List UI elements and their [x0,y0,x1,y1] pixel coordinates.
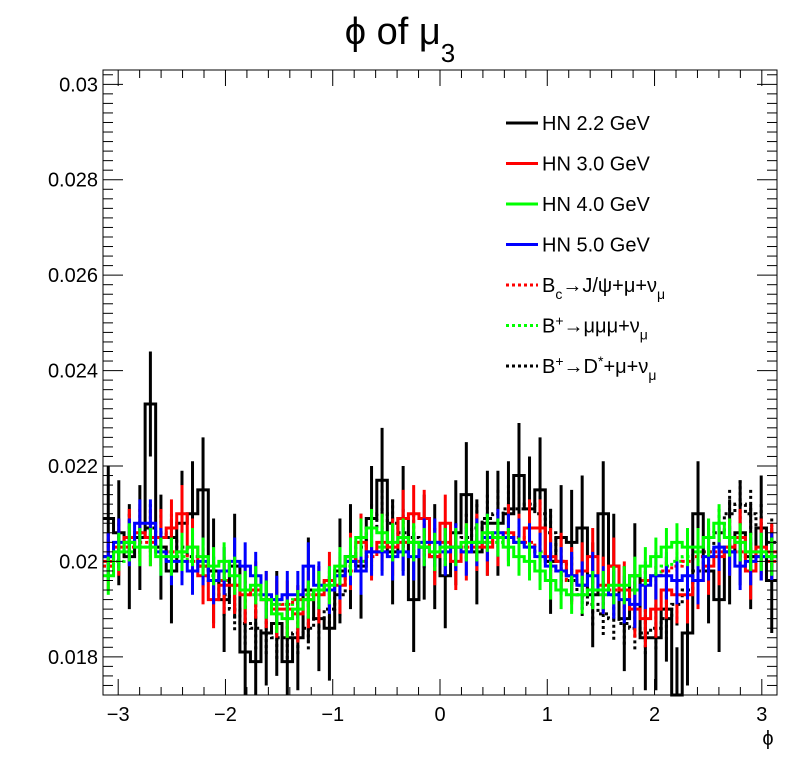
x-tick-label: −3 [107,704,130,726]
x-tick-label: 0 [434,704,445,726]
y-tick-label: 0.018 [48,647,98,669]
series-step-line [103,521,777,606]
y-tick-label: 0.022 [48,456,98,478]
x-axis-title: ϕ [762,728,773,750]
legend-entry: B+→μμμ+νμ [506,313,648,343]
legend-label: HN 3.0 GeV [542,154,650,176]
legend-entry: HN 2.2 GeV [506,113,650,135]
x-tick-label: 1 [542,704,553,726]
x-tick-label: −2 [214,704,237,726]
legend-label: HN 5.0 GeV [542,235,650,257]
legend-label: B+→D*+μ+νμ [542,353,656,383]
legend-label: HN 4.0 GeV [542,194,650,216]
legend-entry: HN 3.0 GeV [506,154,650,176]
chart-title-subscript: 3 [441,38,455,68]
axis-ticks: −3 −2 −1 0 1 2 3 0.018 0.02 0.022 0.024 0.026 0.028 0… [48,70,777,726]
legend-label: B+→μμμ+νμ [542,313,648,343]
series-step-line [103,512,777,621]
legend-entry: HN 4.0 GeV [506,194,650,216]
legend-entry: Bc→J/ψ+μ+νμ [506,275,665,302]
y-tick-label: 0.024 [48,361,98,383]
x-tick-label: −1 [321,704,344,726]
legend: HN 2.2 GeV HN 3.0 GeV HN 4.0 GeV HN 5.0 GeV… [506,113,665,383]
chart-title-main: ϕ of μ [345,11,441,53]
series-step-line [103,521,777,621]
x-tick-label: 2 [649,704,660,726]
legend-label: HN 2.2 GeV [542,113,650,135]
series-2 [103,504,777,638]
y-tick-label: 0.026 [48,265,98,287]
chart-title: ϕ of μ3 [345,11,455,68]
legend-entry: B+→D*+μ+νμ [506,353,656,383]
y-tick-label: 0.02 [59,551,98,573]
legend-entry: HN 5.0 GeV [506,235,650,257]
y-tick-label: 0.028 [48,170,98,192]
y-tick-label: 0.03 [59,74,98,96]
x-tick-label: 3 [756,704,767,726]
series-layer [103,351,777,697]
legend-label: Bc→J/ψ+μ+νμ [542,275,665,302]
